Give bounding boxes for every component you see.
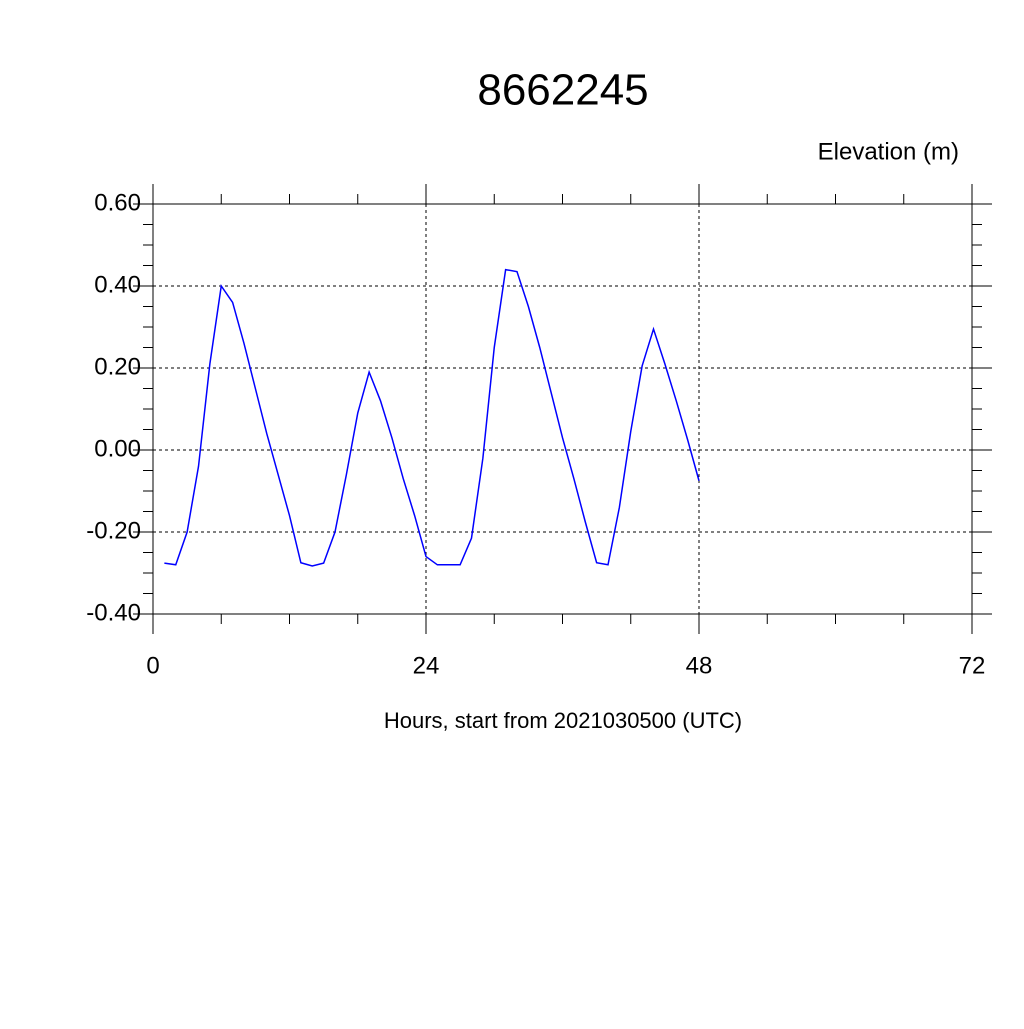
y-tick-label: -0.20 <box>86 517 141 544</box>
y-tick-label: 0.00 <box>94 435 141 462</box>
x-tick-label: 48 <box>686 652 713 679</box>
y-axis-label: Elevation (m) <box>818 138 959 165</box>
x-tick-label: 0 <box>146 652 159 679</box>
plot-border <box>152 203 973 615</box>
y-tick-label: 0.60 <box>94 189 141 216</box>
y-tick-label: -0.40 <box>86 599 141 626</box>
x-tick-label: 24 <box>413 652 440 679</box>
chart-title: 8662245 <box>477 66 648 115</box>
x-tick-label: 72 <box>959 652 986 679</box>
y-tick-label: 0.20 <box>94 353 141 380</box>
y-tick-label: 0.40 <box>94 271 141 298</box>
data-line <box>164 268 700 567</box>
x-axis-label: Hours, start from 2021030500 (UTC) <box>384 708 742 733</box>
